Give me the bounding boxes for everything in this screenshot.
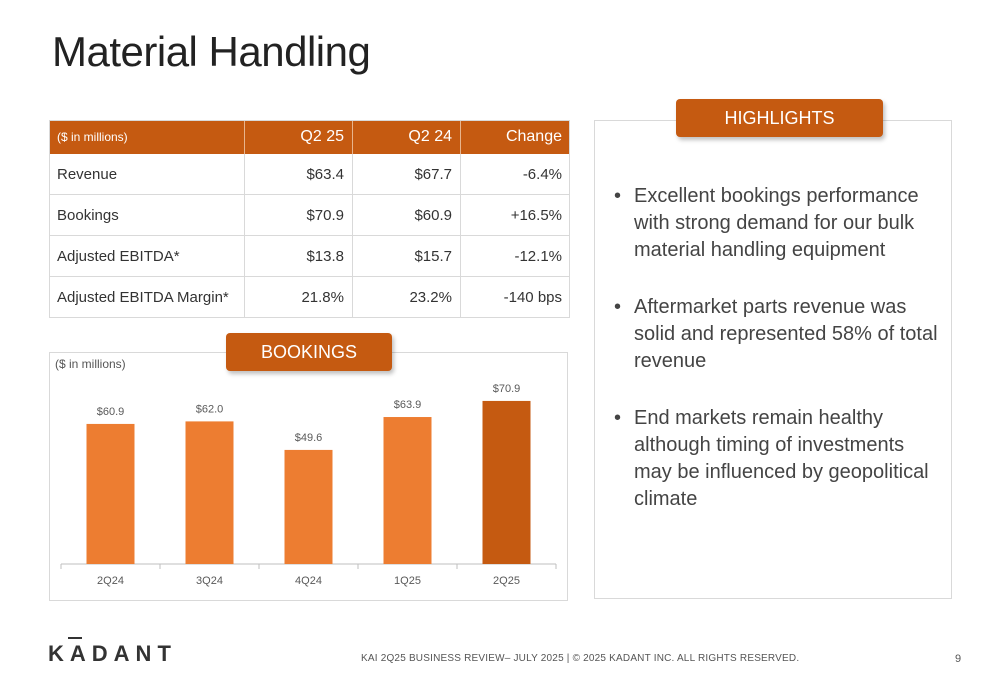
x-tick-label: 1Q25 bbox=[394, 575, 421, 587]
table-cell-q2-25: $70.9 bbox=[244, 194, 353, 236]
page-number: 9 bbox=[955, 653, 962, 665]
bar bbox=[86, 423, 135, 564]
table-cell-q2-24: 23.2% bbox=[352, 276, 461, 318]
table-cell-q2-24: $60.9 bbox=[352, 194, 461, 236]
kadant-logo: KADANT bbox=[48, 641, 177, 666]
highlight-item: • Aftermarket parts revenue was solid and… bbox=[612, 294, 942, 375]
data-label: $60.9 bbox=[97, 406, 125, 418]
table-header-row: ($ in millions) Q2 25 Q2 24 Change bbox=[49, 120, 570, 154]
highlight-text: Aftermarket parts revenue was solid and … bbox=[634, 296, 938, 372]
chart-unit-label: ($ in millions) bbox=[55, 357, 126, 371]
logo-macron bbox=[68, 637, 82, 639]
table-cell-metric: Revenue bbox=[49, 154, 245, 195]
table-cell-change: -6.4% bbox=[460, 154, 570, 195]
x-tick-label: 4Q24 bbox=[295, 575, 322, 587]
highlights-list: • Excellent bookings performance with str… bbox=[612, 183, 942, 543]
page-title: Material Handling bbox=[52, 28, 371, 75]
table-cell-change: -12.1% bbox=[460, 235, 570, 277]
table-cell-q2-25: $63.4 bbox=[244, 154, 353, 195]
data-label: $62.0 bbox=[196, 403, 224, 415]
table-cell-change: -140 bps bbox=[460, 276, 570, 318]
table-row: Revenue $63.4 $67.7 -6.4% bbox=[49, 154, 570, 195]
x-tick-label: 3Q24 bbox=[196, 575, 223, 587]
data-label: $49.6 bbox=[295, 432, 323, 444]
bullet-icon: • bbox=[614, 185, 622, 207]
metrics-table: ($ in millions) Q2 25 Q2 24 Change Reven… bbox=[49, 120, 570, 318]
table-header-q2-25: Q2 25 bbox=[244, 120, 353, 154]
bar bbox=[284, 449, 333, 564]
footer-text: KAI 2Q25 BUSINESS REVIEW– JULY 2025 | © … bbox=[361, 653, 800, 664]
highlights-label: HIGHLIGHTS bbox=[676, 99, 883, 137]
table-cell-q2-25: 21.8% bbox=[244, 276, 353, 318]
table-row: Bookings $70.9 $60.9 +16.5% bbox=[49, 194, 570, 236]
bookings-label: BOOKINGS bbox=[226, 333, 392, 371]
bar bbox=[482, 400, 531, 564]
x-tick-label: 2Q24 bbox=[97, 575, 124, 587]
table-cell-q2-25: $13.8 bbox=[244, 235, 353, 277]
table-header-q2-24: Q2 24 bbox=[352, 120, 461, 154]
bullet-icon: • bbox=[614, 296, 622, 318]
data-label: $63.9 bbox=[394, 399, 422, 411]
table-cell-metric: Bookings bbox=[49, 194, 245, 236]
bookings-bar-chart: $60.9 2Q24 $62.0 3Q24 $49.6 4Q24 $63.9 1Q25 $70.… bbox=[60, 383, 557, 587]
highlight-text: End markets remain healthy although timi… bbox=[634, 407, 929, 510]
data-label: $70.9 bbox=[493, 383, 521, 395]
highlight-text: Excellent bookings performance with stro… bbox=[634, 185, 919, 261]
table-cell-q2-24: $15.7 bbox=[352, 235, 461, 277]
table-header-unit: ($ in millions) bbox=[49, 120, 245, 154]
table-row: Adjusted EBITDA* $13.8 $15.7 -12.1% bbox=[49, 235, 570, 277]
table-row: Adjusted EBITDA Margin* 21.8% 23.2% -140… bbox=[49, 276, 570, 318]
highlight-item: • End markets remain healthy although tim… bbox=[612, 405, 942, 513]
bullet-icon: • bbox=[614, 407, 622, 429]
table-cell-metric: Adjusted EBITDA Margin* bbox=[49, 276, 245, 318]
bar bbox=[383, 417, 432, 564]
highlight-item: • Excellent bookings performance with str… bbox=[612, 183, 942, 264]
table-cell-q2-24: $67.7 bbox=[352, 154, 461, 195]
table-cell-metric: Adjusted EBITDA* bbox=[49, 235, 245, 277]
x-tick-label: 2Q25 bbox=[493, 575, 520, 587]
table-header-change: Change bbox=[460, 120, 570, 154]
bar bbox=[185, 421, 234, 564]
table-cell-change: +16.5% bbox=[460, 194, 570, 236]
